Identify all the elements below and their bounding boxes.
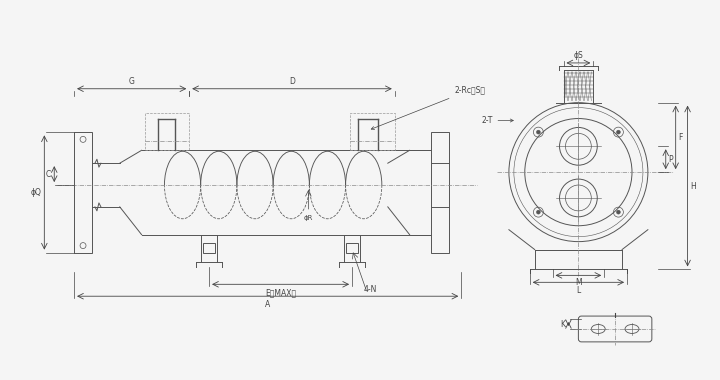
Text: D: D — [289, 77, 295, 86]
Text: H: H — [690, 182, 696, 190]
Circle shape — [536, 210, 541, 214]
Text: K: K — [560, 320, 565, 329]
Text: L: L — [576, 286, 580, 295]
Bar — [535, 250, 622, 269]
Text: C: C — [46, 169, 51, 179]
Text: 4-N: 4-N — [364, 285, 377, 294]
Bar — [203, 242, 215, 253]
Bar — [346, 242, 358, 253]
Circle shape — [616, 210, 621, 214]
Text: E（MAX）: E（MAX） — [265, 288, 296, 297]
Text: F: F — [679, 133, 683, 142]
Text: ϕS: ϕS — [574, 51, 583, 60]
Text: A: A — [265, 300, 270, 309]
Circle shape — [536, 130, 541, 134]
Text: 2-T: 2-T — [481, 116, 513, 125]
Circle shape — [616, 130, 621, 134]
Text: ϕQ: ϕQ — [30, 188, 41, 197]
Text: ϕR: ϕR — [304, 215, 313, 221]
Text: P: P — [669, 155, 673, 164]
Bar — [74, 132, 92, 253]
Text: 2-Rc（S）: 2-Rc（S） — [372, 86, 485, 130]
Text: M: M — [575, 278, 582, 287]
Bar — [431, 132, 449, 253]
Text: G: G — [129, 77, 135, 86]
